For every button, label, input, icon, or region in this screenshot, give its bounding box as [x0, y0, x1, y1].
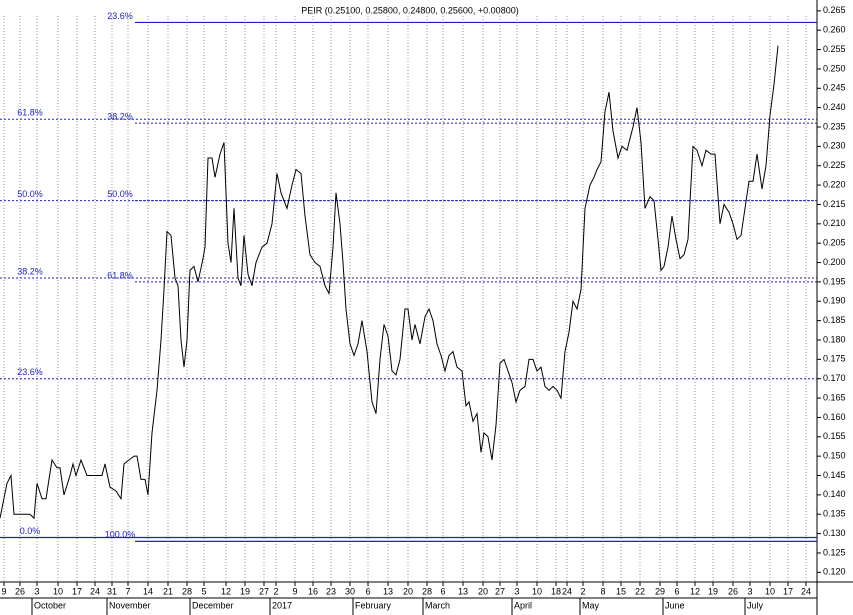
y-tick-label: 0.195 [823, 276, 846, 286]
fib-label: 50.0% [17, 189, 43, 199]
price-line [0, 45, 779, 520]
x-tick-label: 26 [15, 586, 25, 596]
y-tick-label: 0.160 [823, 412, 846, 422]
x-tick-label: 16 [308, 586, 318, 596]
y-tick-label: 0.150 [823, 451, 846, 461]
x-tick-label: 3 [34, 586, 39, 596]
x-tick-label: 3 [747, 586, 752, 596]
y-tick-label: 0.215 [823, 199, 846, 209]
x-tick-label: 10 [532, 586, 542, 596]
x-tick-label: 5 [201, 586, 206, 596]
x-tick-label: 8 [600, 586, 605, 596]
x-tick-label: 29 [655, 586, 665, 596]
x-tick-label: 19 [708, 586, 718, 596]
x-tick-label: 24 [801, 586, 811, 596]
fib-label: 38.2% [107, 112, 133, 122]
fib-label: 38.2% [17, 266, 43, 276]
x-tick-label: 2 [580, 586, 585, 596]
x-tick-label: 19 [240, 586, 250, 596]
x-tick-label: 7 [125, 586, 130, 596]
x-tick-label: 21 [163, 586, 173, 596]
y-tick-label: 0.265 [823, 5, 846, 15]
y-tick-label: 0.220 [823, 179, 846, 189]
y-tick-label: 0.245 [823, 83, 846, 93]
fib-label: 61.8% [17, 108, 43, 118]
x-tick-label: 3 [514, 586, 519, 596]
x-tick-label: 24 [562, 586, 572, 596]
y-tick-label: 0.200 [823, 257, 846, 267]
month-label: May [582, 600, 600, 610]
x-tick-label: 24 [90, 586, 100, 596]
y-tick-label: 0.235 [823, 121, 846, 131]
y-tick-label: 0.250 [823, 63, 846, 73]
x-tick-label: 27 [495, 586, 505, 596]
x-tick-label: 15 [616, 586, 626, 596]
y-tick-label: 0.260 [823, 25, 846, 35]
y-tick-label: 0.185 [823, 315, 846, 325]
y-tick-label: 0.170 [823, 373, 846, 383]
fib-label: 23.6% [107, 11, 133, 21]
month-label: July [747, 600, 764, 610]
fib-label: 100.0% [105, 530, 136, 540]
month-label: April [514, 600, 532, 610]
x-tick-label: 6 [365, 586, 370, 596]
x-tick-label: 31 [107, 586, 117, 596]
x-tick-label: 28 [182, 586, 192, 596]
x-tick-label: 13 [383, 586, 393, 596]
month-label: December [192, 600, 234, 610]
y-tick-label: 0.155 [823, 431, 846, 441]
fib-label: 50.0% [107, 189, 133, 199]
x-tick-label: 12 [690, 586, 700, 596]
x-tick-label: 13 [458, 586, 468, 596]
y-tick-label: 0.225 [823, 160, 846, 170]
y-tick-label: 0.140 [823, 489, 846, 499]
x-tick-label: 28 [422, 586, 432, 596]
y-tick-label: 0.255 [823, 44, 846, 54]
month-label: February [355, 600, 392, 610]
y-tick-label: 0.145 [823, 470, 846, 480]
x-tick-label: 2 [273, 586, 278, 596]
y-tick-label: 0.175 [823, 354, 846, 364]
y-tick-label: 0.135 [823, 509, 846, 519]
chart-title: PEIR (0.25100, 0.25800, 0.24800, 0.25600… [301, 5, 518, 15]
x-tick-label: 6 [440, 586, 445, 596]
fib-label: 23.6% [17, 367, 43, 377]
x-tick-label: 6 [674, 586, 679, 596]
y-tick-label: 0.125 [823, 547, 846, 557]
month-label: March [425, 600, 450, 610]
y-tick-label: 0.190 [823, 296, 846, 306]
x-tick-label: 10 [53, 586, 63, 596]
y-tick-label: 0.240 [823, 102, 846, 112]
y-tick-label: 0.120 [823, 567, 846, 577]
month-label: November [109, 600, 151, 610]
y-tick-label: 0.165 [823, 392, 846, 402]
y-tick-label: 0.230 [823, 141, 846, 151]
month-label: June [665, 600, 685, 610]
x-tick-label: 20 [403, 586, 413, 596]
x-tick-label: 30 [345, 586, 355, 596]
x-tick-label: 22 [635, 586, 645, 596]
fib-label: 0.0% [20, 526, 41, 536]
x-tick-label: 17 [783, 586, 793, 596]
y-tick-label: 0.180 [823, 334, 846, 344]
month-label: 2017 [272, 600, 292, 610]
x-tick-label: 20 [478, 586, 488, 596]
x-tick-label: 26 [728, 586, 738, 596]
x-tick-label: 27 [259, 586, 269, 596]
x-tick-label: 17 [72, 586, 82, 596]
x-tick-label: 23 [326, 586, 336, 596]
y-tick-label: 0.130 [823, 528, 846, 538]
x-tick-label: 14 [143, 586, 153, 596]
x-tick-label: 9 [292, 586, 297, 596]
fib-label: 61.8% [107, 270, 133, 280]
y-tick-label: 0.210 [823, 218, 846, 228]
x-tick-label: 9 [1, 586, 6, 596]
y-tick-label: 0.205 [823, 238, 846, 248]
x-tick-label: 10 [765, 586, 775, 596]
x-tick-label: 18 [551, 586, 561, 596]
month-label: October [34, 600, 66, 610]
x-tick-label: 12 [221, 586, 231, 596]
